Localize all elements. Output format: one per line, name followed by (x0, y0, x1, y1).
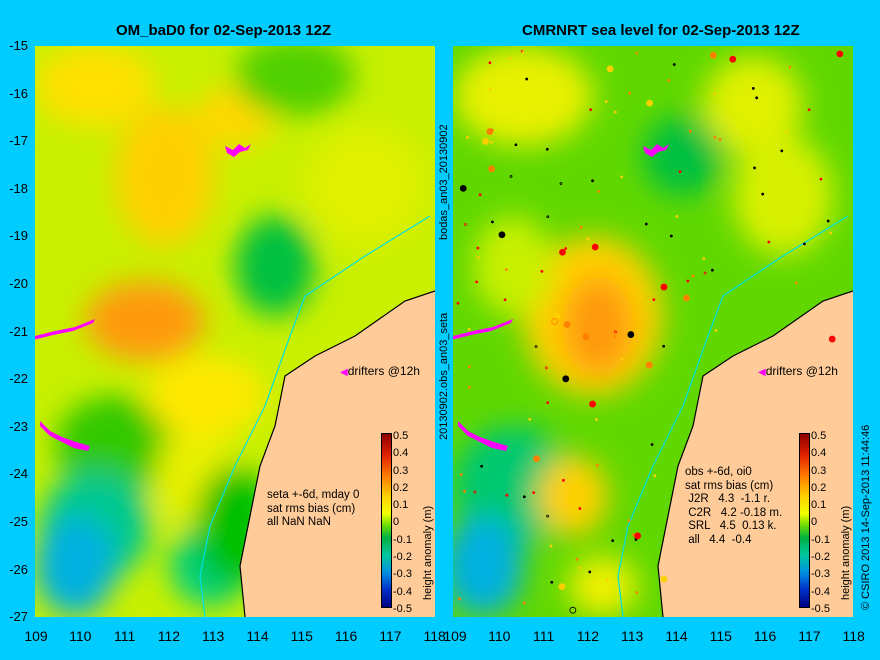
colorbar-tick-label: 0.4 (393, 447, 409, 460)
x-axis-label-right: 114 (665, 628, 688, 644)
colorbar-tick-label: -0.4 (811, 585, 830, 598)
right-sea-level-map (453, 46, 853, 617)
x-axis-label-right: 117 (798, 628, 821, 644)
colorbar-left (381, 433, 392, 608)
x-axis-label-right: 115 (709, 628, 732, 644)
y-axis-label: -19 (9, 228, 28, 244)
x-axis-label-left: 117 (379, 628, 402, 644)
y-axis-label: -17 (9, 133, 28, 149)
observation-points (456, 50, 844, 614)
x-axis-label-right: 112 (576, 628, 600, 644)
x-axis-label-left: 110 (69, 628, 92, 644)
y-axis-label: -16 (9, 85, 28, 101)
colorbar-right (799, 433, 810, 608)
left-sea-level-map (35, 46, 435, 617)
drifters-legend-left: ◀drifters @12h (340, 364, 420, 378)
colorbar-tick-label: -0.1 (811, 533, 830, 546)
x-axis-label-left: 118 (423, 628, 446, 644)
drifter-arrow-icon: ◀ (758, 367, 766, 378)
y-axis-label: -22 (9, 371, 28, 387)
y-axis-label: -26 (9, 561, 28, 577)
y-axis-label: -25 (9, 514, 28, 529)
x-axis-label-left: 116 (334, 628, 358, 644)
x-axis-label-left: 113 (202, 628, 225, 644)
y-axis-label: -23 (9, 418, 28, 434)
drifter-tracks-left (35, 144, 251, 451)
run-label-lower: 20130902.obs_an03_seta (438, 312, 450, 440)
colorbar-tick-label: 0.1 (811, 499, 827, 512)
colorbar-tick-label: -0.3 (393, 568, 412, 581)
y-axis-label: -27 (9, 609, 28, 625)
x-axis-label-right: 118 (842, 628, 865, 644)
stats-left: seta +-6d, mday 0 sat rms bias (cm) all … (267, 489, 360, 528)
left-map-title: OM_baD0 for 02-Sep-2013 12Z (116, 22, 332, 39)
x-axis-label-right: 110 (488, 628, 511, 644)
colorbar-ticks-left: 0.5 0.4 0.3 0.2 0.1 0 -0.1 -0.2 -0.3 -0.4 -0.5 (393, 428, 412, 618)
colorbar-tick-label: 0.5 (393, 430, 409, 442)
x-axis-label-left: 114 (246, 628, 269, 644)
x-axis-label-right: 113 (621, 628, 644, 644)
colorbar-tick-label: -0.2 (811, 551, 830, 564)
colorbar-tick-label: 0 (393, 516, 400, 529)
stats-right: obs +-6d, oi0 sat rms bias (cm) J2R 4.3 … (685, 466, 783, 546)
colorbar-tick-label: 0.5 (811, 430, 827, 442)
colorbar-tick-label: -0.3 (811, 568, 830, 581)
colorbar-ticks-right: 0.5 0.4 0.3 0.2 0.1 0 -0.1 -0.2 -0.3 -0.4 -0.5 (811, 428, 830, 618)
drifter-tracks-right (453, 144, 669, 451)
x-axis-label-right: 116 (753, 628, 777, 644)
left-map-panel[interactable]: ◀drifters @12h seta +-6d, mday 0 sat rms… (35, 46, 435, 617)
colorbar-label-left: height anomaly (m) (422, 505, 434, 600)
x-axis-label-left: 112 (157, 628, 181, 644)
colorbar-tick-label: -0.5 (393, 602, 412, 615)
x-axis-label-right: 109 (443, 628, 467, 644)
x-axis-label-left: 109 (24, 628, 48, 644)
colorbar-tick-label: 0.1 (393, 499, 409, 512)
colorbar-tick-label: 0.2 (811, 481, 827, 494)
drifter-arrow-icon: ◀ (340, 367, 348, 378)
right-map-title: CMRNRT sea level for 02-Sep-2013 12Z (522, 22, 800, 39)
colorbar-tick-label: 0 (811, 516, 818, 529)
drifters-legend-right: ◀drifters @12h (758, 364, 838, 378)
colorbar-tick-label: -0.5 (811, 602, 830, 615)
credit-text: © CSIRO 2013 14-Sep-2013 11:44:46 (860, 424, 872, 610)
run-label-upper: bodas_an03_20130902 (438, 124, 450, 240)
colorbar-tick-label: -0.4 (393, 585, 412, 598)
colorbar-tick-label: 0.4 (811, 447, 827, 460)
colorbar-tick-label: 0.3 (393, 464, 409, 477)
y-axis-label: -15 (9, 38, 28, 53)
x-axis-label-left: 111 (113, 628, 136, 644)
right-map-panel[interactable]: ◀drifters @12h obs +-6d, oi0 sat rms bia… (453, 46, 853, 617)
y-axis-label: -24 (9, 466, 28, 482)
colorbar-tick-label: 0.2 (393, 481, 409, 494)
x-axis-label-right: 111 (532, 628, 555, 644)
y-axis-label: -18 (9, 180, 28, 196)
y-axis-label: -20 (9, 276, 28, 291)
colorbar-tick-label: -0.1 (393, 533, 412, 546)
x-axis-label-left: 115 (290, 628, 313, 644)
colorbar-tick-label: 0.3 (811, 464, 827, 477)
colorbar-label-right: height anomaly (m) (840, 505, 852, 600)
y-axis-label: -21 (9, 323, 28, 339)
colorbar-tick-label: -0.2 (393, 551, 412, 564)
